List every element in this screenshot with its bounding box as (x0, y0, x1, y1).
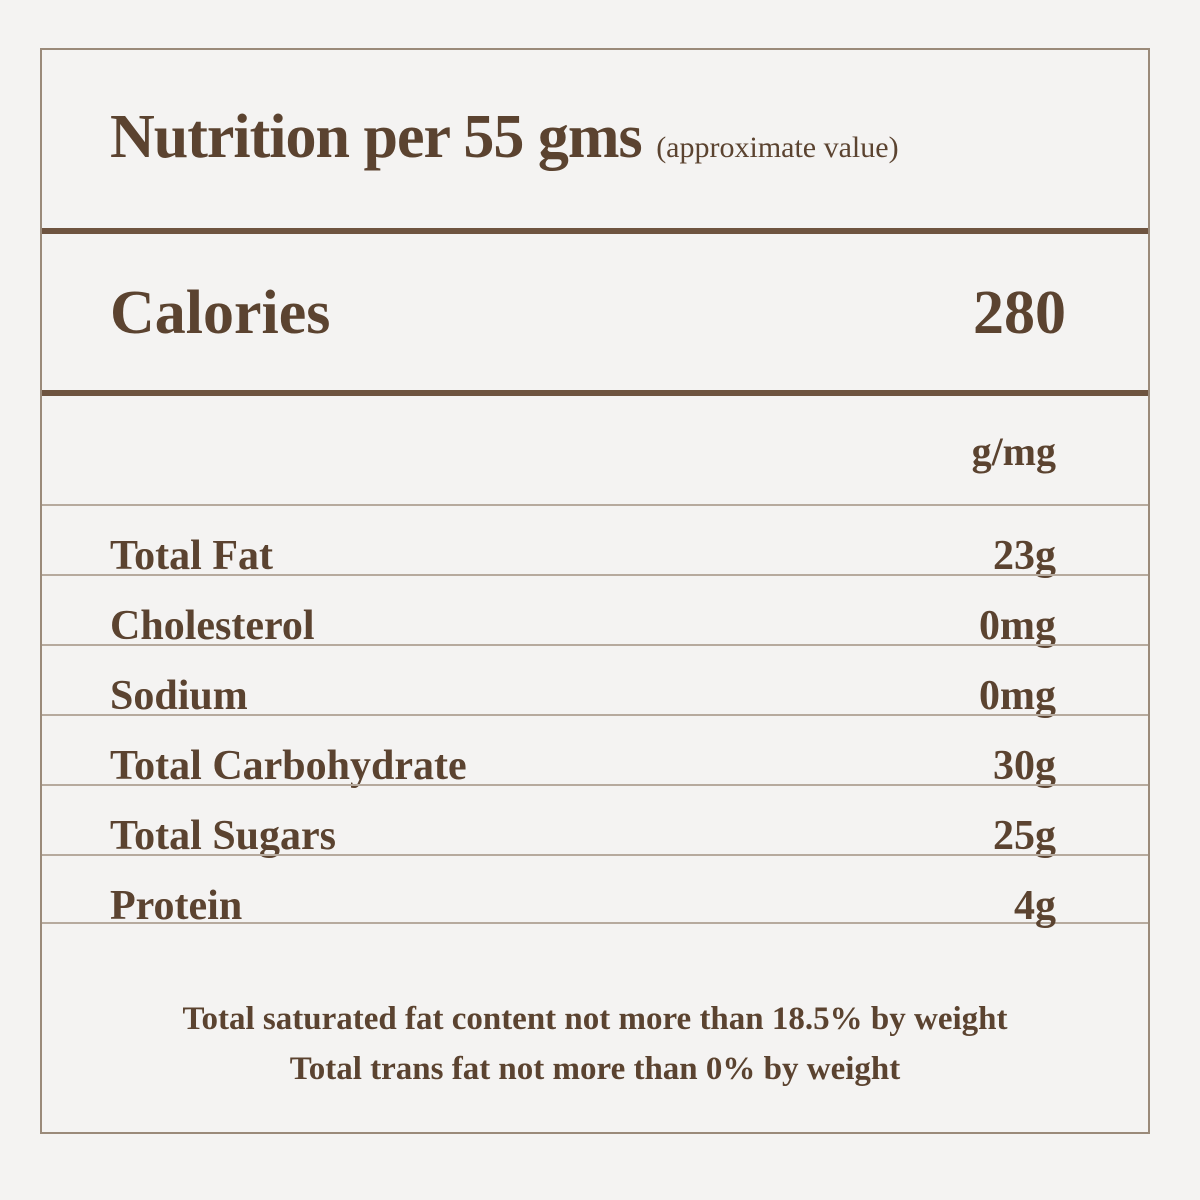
footnotes: Total saturated fat content not more tha… (42, 994, 1148, 1094)
nutrient-name: Protein (110, 883, 243, 929)
nutrient-name: Sodium (110, 673, 248, 719)
nutrition-label: Nutrition per 55 gms (approximate value)… (40, 48, 1150, 1134)
trans-fat-note: Total trans fat not more than 0% by weig… (289, 1051, 901, 1087)
nutrient-name: Total Sugars (110, 813, 337, 859)
nutrient-amount: 0mg (979, 603, 1056, 649)
title-subtitle: (approximate value) (656, 131, 899, 164)
title-text: Nutrition per 55 gms (110, 103, 643, 171)
nutrient-name: Total Carbohydrate (110, 743, 467, 789)
divider-thick (42, 228, 1148, 234)
calories-value: 280 (973, 279, 1066, 347)
nutrient-amount: 30g (993, 743, 1056, 789)
nutrient-row: Total Fat 23g (42, 504, 1148, 579)
label-header: Nutrition per 55 gms (approximate value) (42, 50, 1148, 230)
nutrient-name: Cholesterol (110, 603, 315, 649)
nutrient-amount: 25g (993, 813, 1056, 859)
saturated-fat-note: Total saturated fat content not more tha… (182, 1001, 1008, 1037)
nutrient-amount: 4g (1014, 883, 1056, 929)
nutrient-name: Total Fat (110, 533, 273, 579)
nutrient-row: Total Sugars 25g (42, 784, 1148, 859)
nutrient-amount: 23g (993, 533, 1056, 579)
divider-thick (42, 390, 1148, 396)
nutrient-row: Cholesterol 0mg (42, 574, 1148, 649)
unit-header: g/mg (971, 429, 1056, 474)
calories-label: Calories (110, 279, 331, 347)
nutrient-row: Total Carbohydrate 30g (42, 714, 1148, 789)
nutrient-row: Sodium 0mg (42, 644, 1148, 719)
nutrient-amount: 0mg (979, 673, 1056, 719)
nutrient-table: Total Fat 23g Cholesterol 0mg Sodium 0mg… (42, 504, 1148, 929)
label-title: Nutrition per 55 gms (approximate value) (110, 102, 899, 173)
nutrient-row: Protein 4g (42, 854, 1148, 929)
